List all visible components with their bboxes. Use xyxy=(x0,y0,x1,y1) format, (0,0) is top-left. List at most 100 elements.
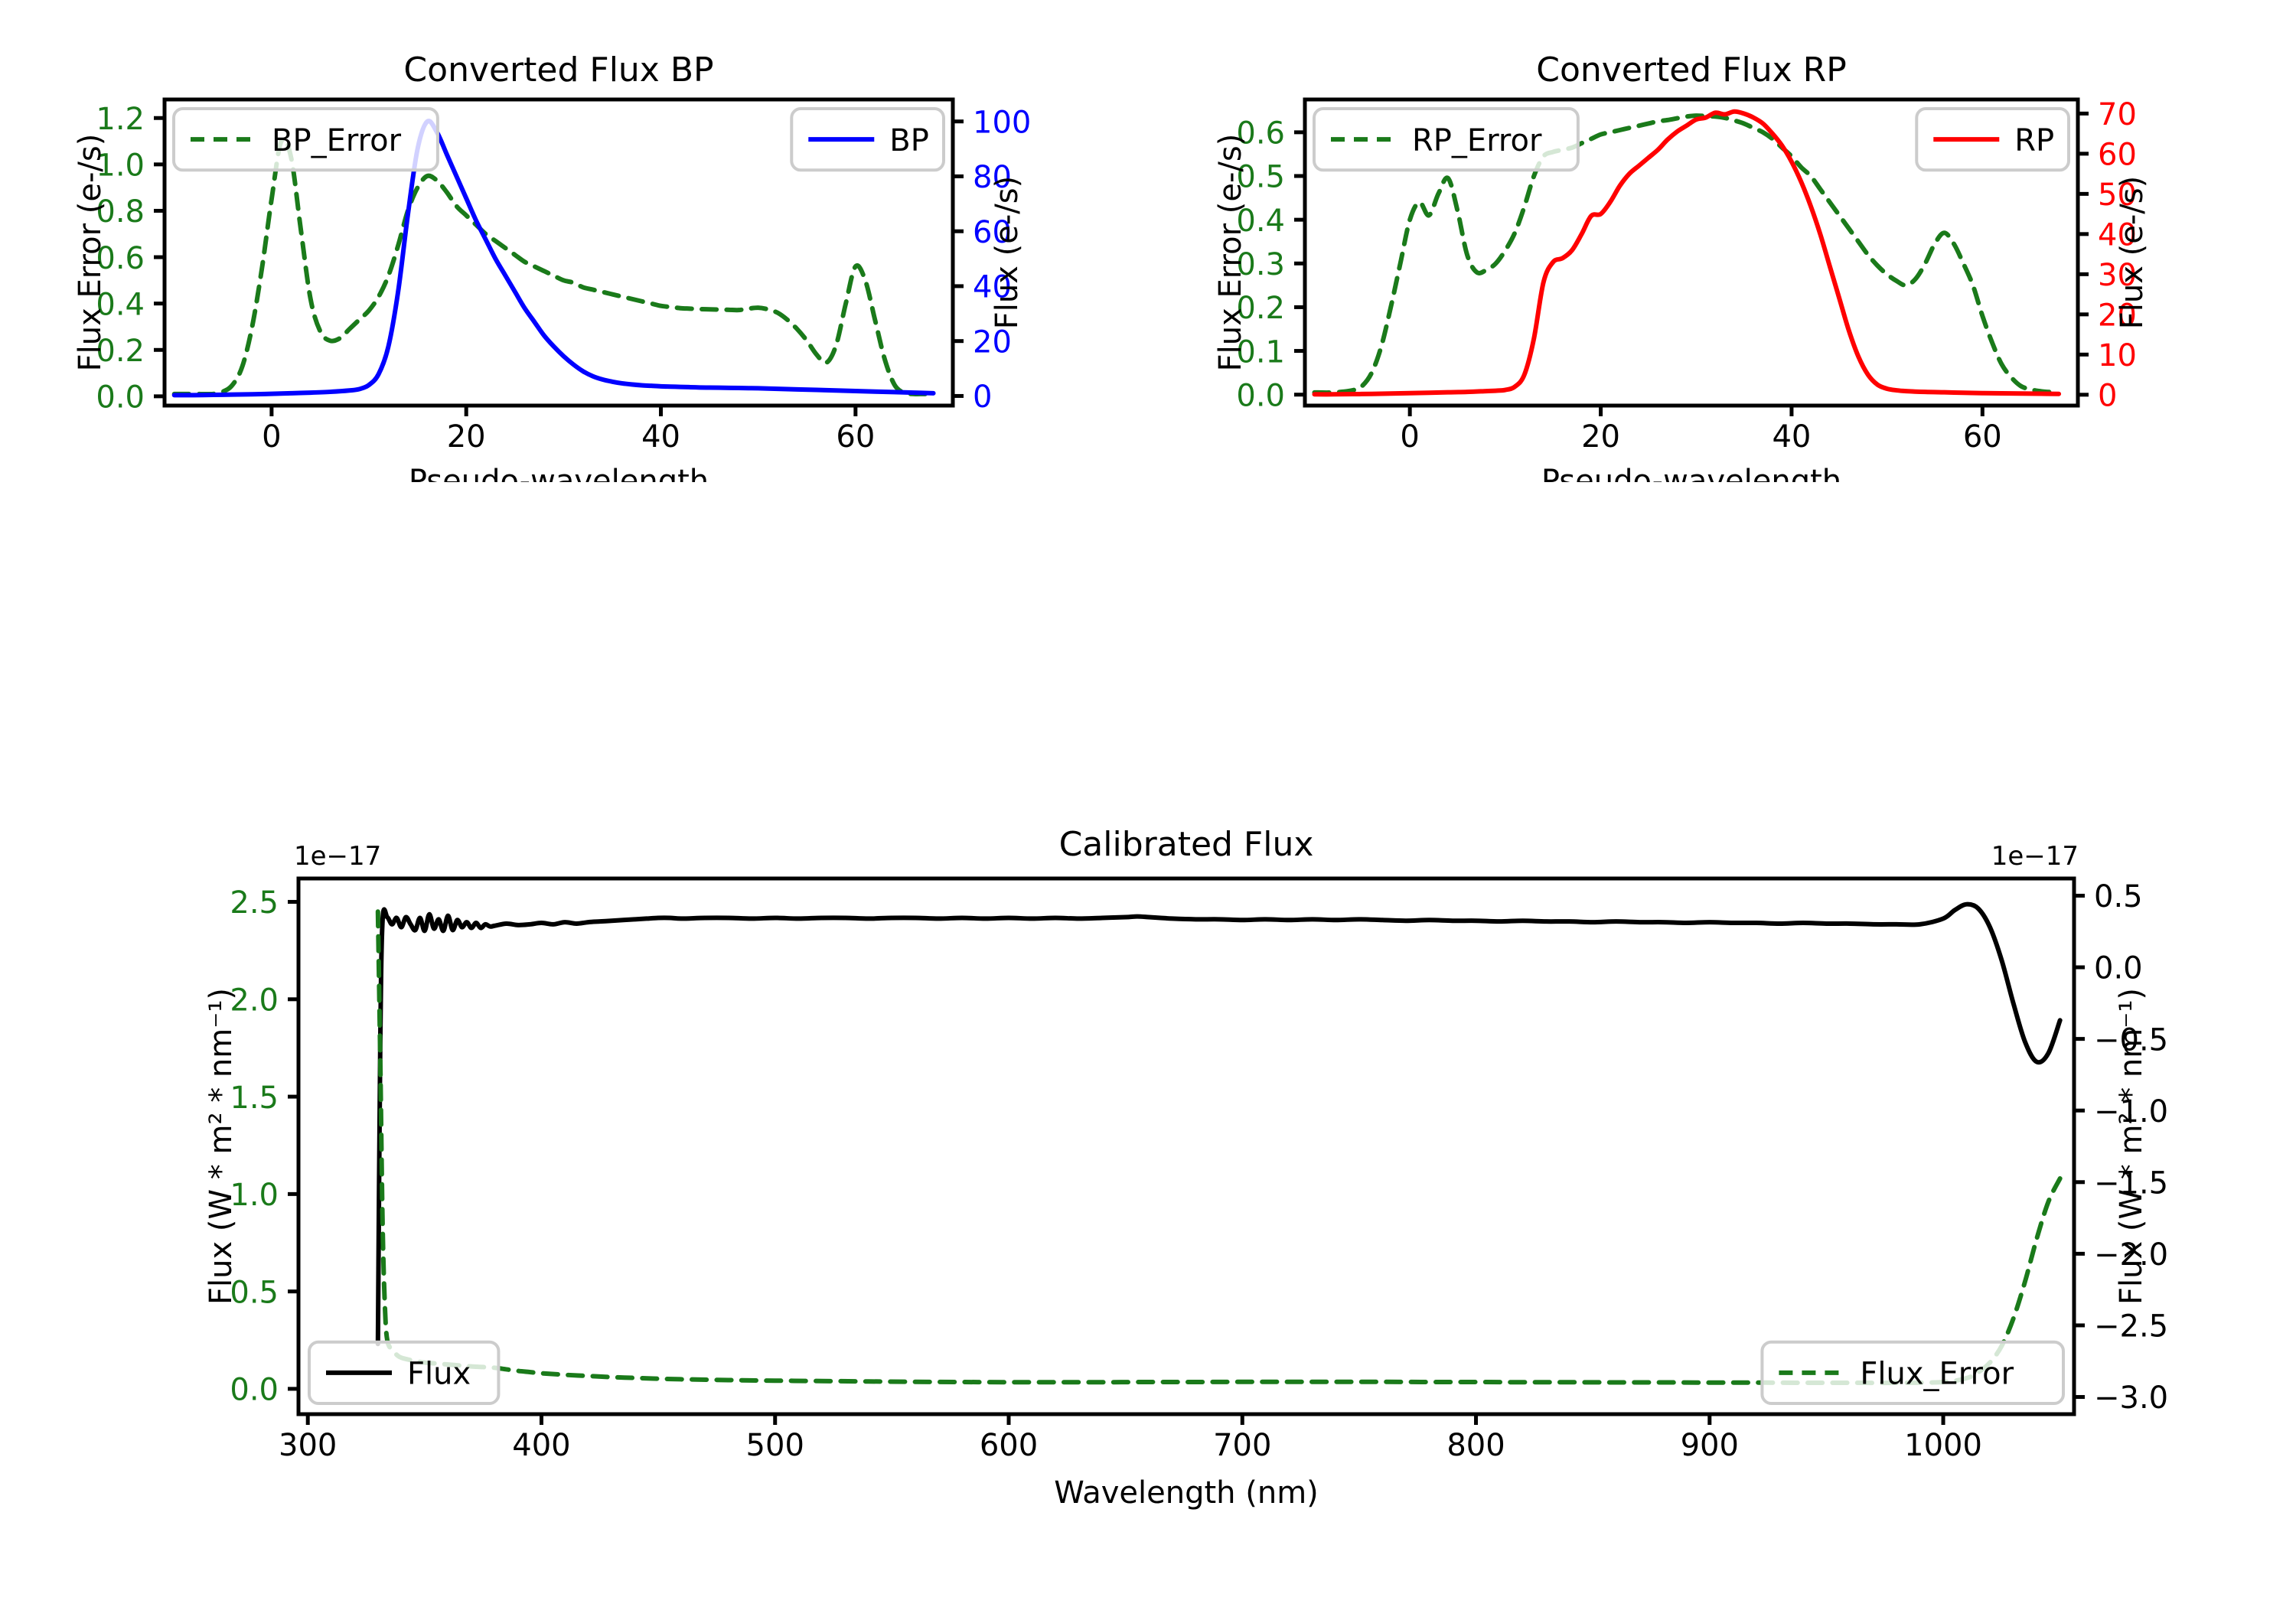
y-tick-label-left: 0.6 xyxy=(96,241,145,276)
legend-bp_error: BP_Error xyxy=(172,107,439,172)
x-tick-label: 0 xyxy=(1400,419,1419,455)
axes-frame xyxy=(296,876,2076,1416)
y-tick-label-left: 0.5 xyxy=(1236,160,1285,195)
x-tick-label: 20 xyxy=(447,419,486,455)
legend-flux_error: Flux_Error xyxy=(1760,1340,2065,1406)
legend-flux: Flux xyxy=(308,1340,501,1406)
y-axis-label-left: Flux (W * m² * nm⁻¹) xyxy=(204,988,239,1305)
y-tick-label-left: 0.0 xyxy=(1236,378,1285,413)
panel-calibrated-flux: Calibrated Flux 1e−17 1e−17 300 400 500 600 700… xyxy=(0,811,2296,1607)
y-tick-label-left: 0.8 xyxy=(96,194,145,230)
panel-converted-flux-rp: Converted Flux RP 0 20 40 60 Pseudo-wavelengt… xyxy=(1148,54,2281,482)
chart-title: Converted Flux BP xyxy=(403,54,713,90)
y-tick-label-right: 0.0 xyxy=(2094,951,2143,986)
legend-box xyxy=(1313,107,1580,172)
y-tick-label-right: 0 xyxy=(2098,379,2117,414)
x-axis-label: Pseudo-wavelength xyxy=(1541,464,1841,482)
y-tick-label-right: 0.5 xyxy=(2094,879,2143,914)
series-line-rp xyxy=(1312,109,2062,397)
y-tick-label-left: 0.6 xyxy=(1236,116,1285,152)
axes-frame xyxy=(1303,97,2080,408)
series-line-flux xyxy=(375,901,2063,1347)
right-axis-offset-label: 1e−17 xyxy=(1991,841,2079,872)
y-axis-label-left: Flux Error (e-/s) xyxy=(1213,134,1248,372)
legend-bp: BP xyxy=(790,107,946,172)
y-tick-label-left: 1.0 xyxy=(96,148,145,184)
x-tick-label: 900 xyxy=(1681,1428,1739,1463)
y-tick-label-right: 60 xyxy=(2098,138,2137,173)
y-tick-label-right: 60 xyxy=(973,215,1012,250)
x-tick-label: 0 xyxy=(262,419,281,455)
axes-frame xyxy=(162,97,955,408)
y-tick-label-left: 0.3 xyxy=(1236,247,1285,282)
y-tick-label-right: 20 xyxy=(973,324,1012,360)
y-tick-label-right: −3.0 xyxy=(2094,1380,2168,1416)
x-tick-label: 300 xyxy=(279,1428,337,1463)
series-line-bp xyxy=(171,118,936,398)
series-line-bp_error xyxy=(171,136,936,397)
legend-label-rp_error: RP_Error xyxy=(1412,123,1542,158)
x-axis-label: Wavelength (nm) xyxy=(1054,1475,1319,1511)
y-tick-label-left: 0.2 xyxy=(96,334,145,369)
legend-label-flux_error: Flux_Error xyxy=(1860,1357,2014,1392)
left-axis-offset-label: 1e−17 xyxy=(294,841,381,872)
series-line-flux_error xyxy=(375,909,2063,1386)
y-tick-label-right: 100 xyxy=(973,105,1031,140)
y-axis-label-left: Flux Error (e-/s) xyxy=(73,134,108,372)
series-group xyxy=(171,118,936,398)
y-tick-label-right: 70 xyxy=(2098,97,2137,132)
chart-title: Calibrated Flux xyxy=(1059,825,1314,864)
x-tick-label: 40 xyxy=(641,419,680,455)
series-group xyxy=(375,901,2063,1386)
series-line-rp_error xyxy=(1312,113,2062,396)
y-tick-label-right: 40 xyxy=(973,270,1012,305)
legend-rp_error: RP_Error xyxy=(1313,107,1580,172)
y-tick-label-right: 40 xyxy=(2098,218,2137,253)
x-tick-label: 1000 xyxy=(1904,1428,1982,1463)
y-tick-label-left: 2.5 xyxy=(230,885,279,921)
y-tick-label-right: 10 xyxy=(2098,338,2137,373)
y-tick-label-right: 0 xyxy=(973,380,992,415)
y-tick-label-left: 0.1 xyxy=(1236,334,1285,370)
y-tick-label-left: 1.2 xyxy=(96,102,145,137)
x-tick-label: 600 xyxy=(980,1428,1038,1463)
legend-rp: RP xyxy=(1915,107,2071,172)
y-axis-label-right: Flux (W * m² * nm⁻¹) xyxy=(2114,988,2149,1305)
x-tick-label: 400 xyxy=(512,1428,570,1463)
x-tick-label: 40 xyxy=(1772,419,1811,455)
legend-label-rp: RP xyxy=(2014,123,2054,158)
y-tick-label-left: 0.2 xyxy=(1236,291,1285,326)
series-group xyxy=(1312,109,2062,397)
y-tick-label-left: 0.0 xyxy=(230,1373,279,1408)
legend-box xyxy=(172,107,439,172)
panel-converted-flux-bp: Converted Flux BP 0 20 40 60 Pseudo-wavelengt… xyxy=(0,54,1133,482)
y-tick-label-left: 2.0 xyxy=(230,983,279,1019)
legend-label-flux: Flux xyxy=(407,1357,471,1392)
y-tick-label-left: 0.4 xyxy=(96,287,145,322)
y-tick-label-left: 0.0 xyxy=(96,380,145,416)
y-tick-label-right: 20 xyxy=(2098,298,2137,334)
y-tick-label-left: 1.5 xyxy=(230,1081,279,1116)
legend-label-bp: BP xyxy=(889,123,929,158)
y-tick-label-right: 50 xyxy=(2098,178,2137,213)
x-axis-label: Pseudo-wavelength xyxy=(409,464,709,482)
y-tick-label-right: −1.0 xyxy=(2094,1094,2168,1129)
legend-label-bp_error: BP_Error xyxy=(272,123,402,158)
x-tick-label: 800 xyxy=(1446,1428,1505,1463)
x-tick-label: 500 xyxy=(746,1428,804,1463)
y-tick-label-left: 1.0 xyxy=(230,1178,279,1213)
y-tick-label-right: −0.5 xyxy=(2094,1022,2168,1058)
chart-converted-flux-bp: Converted Flux BP 0 20 40 60 Pseudo-wavelengt… xyxy=(73,54,1031,482)
chart-calibrated-flux: Calibrated Flux 1e−17 1e−17 300 400 500 600 700… xyxy=(204,825,2168,1511)
y-axis-label-right: Flux (e-/s) xyxy=(2115,176,2150,329)
chart-title: Converted Flux RP xyxy=(1536,54,1847,90)
x-tick-label: 700 xyxy=(1213,1428,1271,1463)
y-tick-label-right: −2.5 xyxy=(2094,1309,2168,1345)
x-tick-label: 60 xyxy=(1963,419,2002,455)
y-tick-label-right: 30 xyxy=(2098,258,2137,293)
chart-converted-flux-rp: Converted Flux RP 0 20 40 60 Pseudo-wavelengt… xyxy=(1213,54,2150,482)
y-tick-label-right: −2.0 xyxy=(2094,1237,2168,1273)
legend-box xyxy=(1760,1340,2065,1406)
x-tick-label: 60 xyxy=(836,419,875,455)
